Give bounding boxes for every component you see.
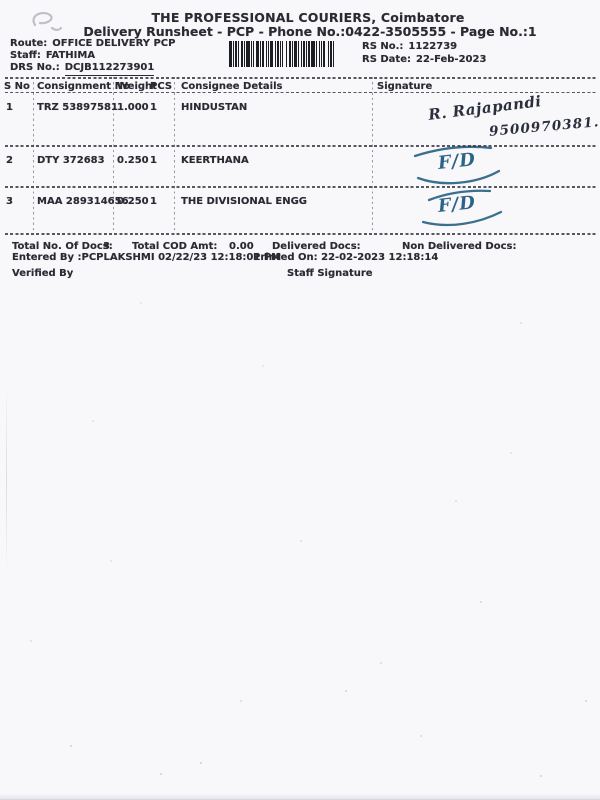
delivered-docs-label: Delivered Docs: xyxy=(272,241,361,252)
table-rule-row1-bottom xyxy=(5,145,596,147)
cell-pcs: 1 xyxy=(150,196,157,207)
drs-number: DCJB112273901 xyxy=(64,62,155,76)
entered-by-line: Entered By :PCPLAKSHMI 02/22/23 12:18:01… xyxy=(12,252,282,263)
rs-date-label: RS Date: xyxy=(362,54,411,65)
staff-label: Staff: xyxy=(10,50,41,61)
total-cod-label: Total COD Amt: xyxy=(132,241,218,252)
column-divider xyxy=(372,77,374,233)
total-cod-value: 0.00 xyxy=(229,241,254,252)
handwritten-signature: R. Rajapandi xyxy=(427,92,543,124)
cell-consignment: TRZ 53897581 xyxy=(37,102,118,113)
table-header-row: S No Consignment No Weight PCS Consignee… xyxy=(0,81,600,93)
cell-consignment: MAA 289314656 xyxy=(37,196,129,207)
rs-date-line: RS Date: 22-Feb-2023 xyxy=(362,54,486,66)
route-value: OFFICE DELIVERY PCP xyxy=(52,38,176,49)
column-divider xyxy=(33,77,35,233)
company-title: THE PROFESSIONAL COURIERS, Coimbatore xyxy=(151,10,465,25)
drs-line: DRS No.: DCJB112273901 xyxy=(10,62,155,76)
cell-pcs: 1 xyxy=(150,155,157,166)
staff-signature-label: Staff Signature xyxy=(287,268,373,279)
barcode-icon xyxy=(229,41,353,67)
cell-consignee: HINDUSTAN xyxy=(181,102,248,113)
printed-on-line: Printed On: 22-02-2023 12:18:14 xyxy=(253,252,439,263)
column-divider xyxy=(174,77,176,233)
table-row: 1 TRZ 53897581 1.000 1 HINDUSTAN xyxy=(0,102,600,114)
cell-consignment: DTY 372683 xyxy=(37,155,105,166)
rs-no-line: RS No.: 1122739 xyxy=(362,41,457,53)
handwritten-fd-mark: F/D xyxy=(436,192,477,217)
rs-no-value: 1122739 xyxy=(408,41,458,52)
cell-weight: 0.250 xyxy=(117,196,149,207)
table-rule-top xyxy=(5,77,596,79)
staff-value: FATHIMA xyxy=(45,50,96,61)
route-label: Route: xyxy=(10,38,48,49)
col-header-signature: Signature xyxy=(377,81,433,92)
cell-consignee: THE DIVISIONAL ENGG xyxy=(181,196,307,207)
non-delivered-docs-label: Non Delivered Docs: xyxy=(402,241,517,252)
cell-consignee: KEERTHANA xyxy=(181,155,249,166)
total-docs-label: Total No. Of Docs: xyxy=(12,241,113,252)
route-line: Route: OFFICE DELIVERY PCP xyxy=(10,38,175,50)
table-row: 2 DTY 372683 0.250 1 KEERTHANA xyxy=(0,155,600,167)
drs-label: DRS No.: xyxy=(10,62,60,73)
col-header-sno: S No xyxy=(4,81,30,92)
cell-sno: 3 xyxy=(6,196,13,207)
table-rule-header-bottom xyxy=(5,91,596,94)
table-rule-row2-bottom xyxy=(5,186,596,188)
table-rule-bottom xyxy=(5,233,596,235)
col-header-pcs: PCS xyxy=(150,81,173,92)
col-header-consignee: Consignee Details xyxy=(181,81,283,92)
rs-no-label: RS No.: xyxy=(362,41,404,52)
document-subtitle: Delivery Runsheet - PCP - Phone No.:0422… xyxy=(83,24,537,39)
table-row: 3 MAA 289314656 0.250 1 THE DIVISIONAL E… xyxy=(0,196,600,208)
cell-pcs: 1 xyxy=(150,102,157,113)
total-docs-value: 3 xyxy=(103,241,110,252)
scan-bottom-edge xyxy=(0,793,600,800)
col-header-weight: Weight xyxy=(117,81,157,92)
cell-weight: 1.000 xyxy=(117,102,149,113)
cell-sno: 1 xyxy=(6,102,13,113)
col-header-consignment: Consignment No xyxy=(37,81,130,92)
column-divider xyxy=(113,77,115,233)
verified-by-label: Verified By xyxy=(12,268,74,279)
scan-noise xyxy=(0,0,2,2)
staff-line: Staff: FATHIMA xyxy=(10,50,95,62)
handwritten-fd-mark: F/D xyxy=(436,149,477,174)
cell-weight: 0.250 xyxy=(117,155,149,166)
handwritten-phone-number: 9500970381. xyxy=(488,114,600,140)
scan-crease xyxy=(6,382,7,577)
cell-sno: 2 xyxy=(6,155,13,166)
rs-date-value: 22-Feb-2023 xyxy=(416,54,487,65)
